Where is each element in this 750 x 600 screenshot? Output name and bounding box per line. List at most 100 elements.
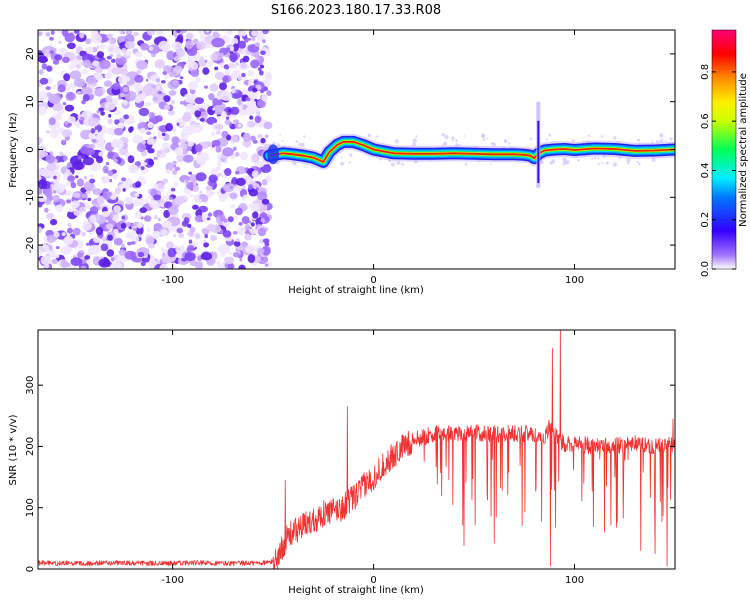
- noise-blob: [250, 59, 260, 69]
- noise-blob: [183, 217, 190, 224]
- noise-blob: [196, 41, 206, 51]
- snr-y-tick-label: 0: [25, 566, 36, 572]
- noise-blob: [228, 251, 232, 256]
- noise-blob: [127, 155, 135, 164]
- noise-speck: [529, 137, 533, 141]
- noise-blob: [240, 30, 247, 37]
- noise-blob: [115, 56, 127, 66]
- noise-blob: [176, 49, 186, 58]
- noise-blob: [134, 193, 140, 198]
- noise-blob: [216, 161, 222, 167]
- noise-blob: [245, 97, 251, 102]
- noise-blob: [93, 189, 97, 194]
- noise-blob: [239, 108, 247, 116]
- noise-blob: [195, 77, 202, 83]
- noise-blob: [121, 47, 127, 54]
- noise-blob: [129, 184, 133, 188]
- noise-speck: [490, 141, 494, 145]
- snr-y-tick-label: 300: [25, 376, 36, 395]
- noise-blob: [90, 128, 96, 134]
- noise-blob: [52, 194, 60, 203]
- noise-speck: [587, 134, 591, 137]
- noise-blob: [136, 222, 143, 229]
- noise-blob: [242, 55, 250, 63]
- noise-blob: [244, 244, 256, 254]
- noise-blob: [117, 122, 125, 130]
- spectrogram-y-tick-label: 10: [25, 95, 36, 108]
- noise-blob: [224, 168, 232, 176]
- noise-speck: [636, 138, 641, 142]
- noise-blob: [135, 181, 142, 188]
- noise-speck: [626, 161, 630, 165]
- noise-blob: [68, 208, 74, 213]
- noise-blob: [176, 227, 184, 234]
- noise-blob: [101, 211, 110, 217]
- noise-blob: [50, 30, 55, 35]
- noise-blob: [61, 30, 69, 37]
- noise-blob: [250, 135, 256, 142]
- noise-blob: [223, 64, 230, 70]
- noise-blob: [38, 179, 48, 190]
- noise-blob: [106, 55, 112, 60]
- noise-blob: [94, 129, 99, 134]
- noise-blob: [225, 116, 230, 120]
- noise-blob: [82, 220, 92, 231]
- noise-blob: [137, 233, 142, 238]
- noise-blob: [118, 96, 122, 100]
- noise-blob: [126, 221, 131, 228]
- noise-blob: [116, 253, 126, 263]
- noise-speck: [669, 137, 673, 141]
- noise-speck: [295, 140, 299, 143]
- noise-blob: [64, 104, 75, 112]
- noise-blob: [169, 71, 176, 77]
- noise-blob: [46, 234, 57, 243]
- spectrogram-ridge: [261, 101, 675, 188]
- noise-blob: [152, 201, 160, 210]
- noise-blob: [133, 198, 145, 206]
- noise-blob: [248, 184, 253, 190]
- noise-speck: [593, 156, 597, 160]
- noise-blob: [215, 145, 222, 153]
- noise-blob: [123, 114, 129, 120]
- noise-blob: [192, 181, 197, 186]
- noise-blob: [163, 95, 171, 103]
- noise-blob: [162, 142, 170, 148]
- noise-blob: [108, 38, 113, 43]
- noise-blob: [86, 251, 93, 256]
- noise-blob: [61, 232, 66, 237]
- noise-blob: [234, 89, 239, 94]
- noise-blob: [100, 243, 109, 252]
- noise-speck: [281, 139, 284, 142]
- noise-blob: [204, 85, 208, 89]
- noise-blob: [150, 53, 157, 58]
- noise-blob: [137, 122, 150, 131]
- noise-blob: [98, 107, 104, 112]
- noise-blob: [126, 30, 132, 35]
- noise-blob: [259, 64, 265, 69]
- noise-blob: [146, 139, 154, 145]
- noise-speck: [664, 139, 667, 142]
- noise-blob: [143, 215, 152, 222]
- noise-blob: [208, 93, 215, 101]
- noise-blob: [241, 216, 250, 225]
- noise-blob: [223, 160, 228, 165]
- noise-blob: [81, 68, 88, 75]
- noise-blob: [188, 239, 193, 244]
- noise-blob: [189, 226, 196, 233]
- noise-blob: [93, 237, 101, 243]
- noise-blob: [137, 251, 145, 258]
- noise-blob: [105, 162, 110, 166]
- noise-speck: [412, 138, 417, 143]
- noise-blob: [146, 30, 156, 36]
- noise-blob: [159, 199, 164, 204]
- noise-speck: [396, 160, 401, 165]
- colorbar-gradient: [711, 29, 737, 270]
- noise-blob: [163, 104, 171, 111]
- noise-blob: [100, 146, 106, 153]
- noise-blob: [244, 233, 252, 241]
- noise-blob: [110, 58, 116, 63]
- noise-blob: [249, 228, 258, 235]
- noise-blob: [186, 47, 198, 57]
- noise-blob: [141, 140, 146, 145]
